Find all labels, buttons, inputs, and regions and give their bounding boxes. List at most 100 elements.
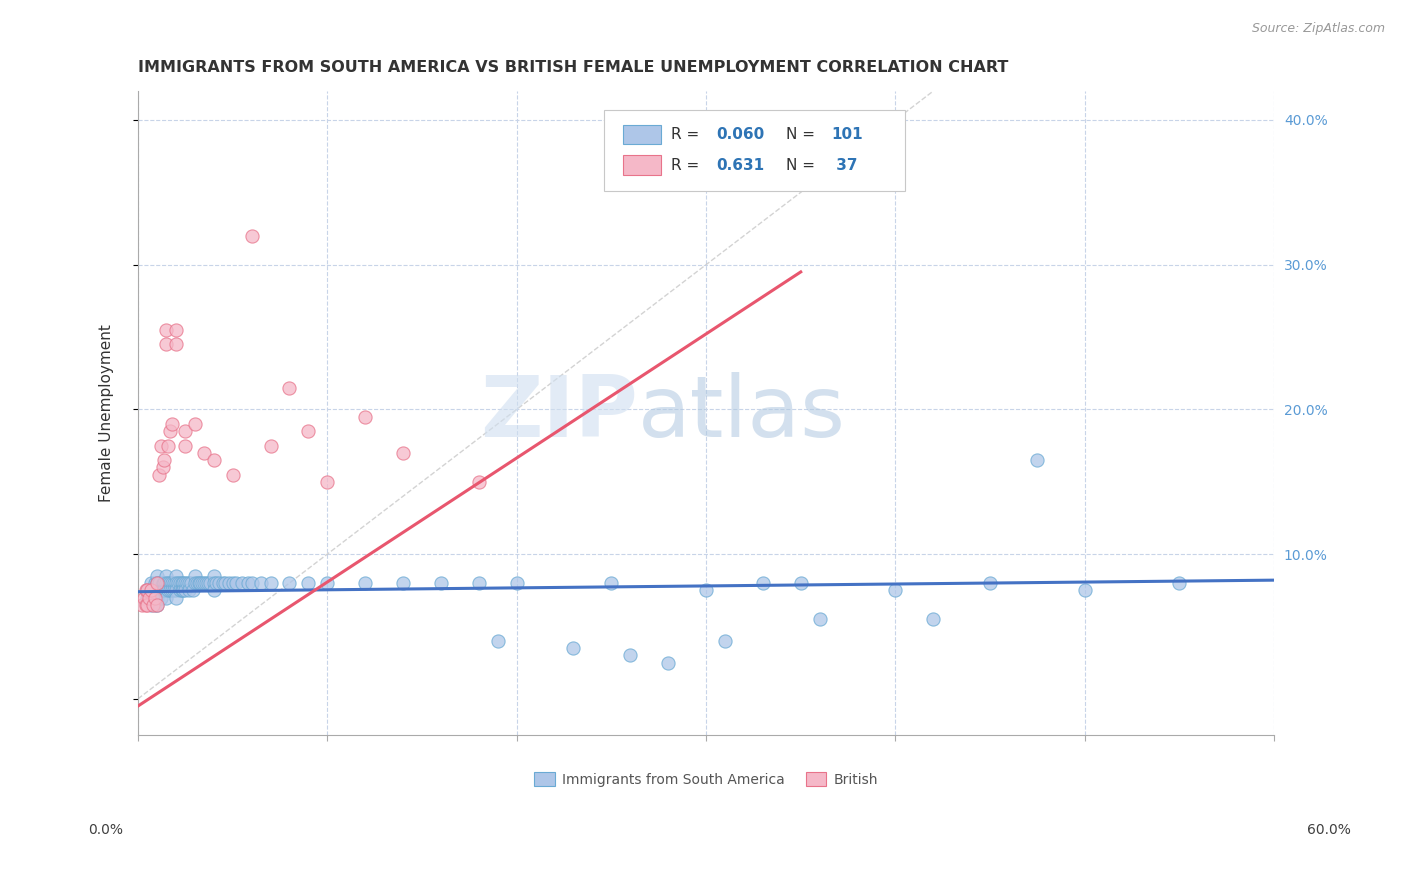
Text: N =: N = (786, 128, 820, 143)
Text: 60.0%: 60.0% (1306, 823, 1351, 837)
Point (354, 409, 377, 424)
Point (297, 424, 319, 438)
Point (148, 467, 170, 482)
Point (208, 576, 231, 591)
Point (170, 583, 193, 598)
Point (752, 576, 775, 591)
Point (142, 583, 165, 598)
Point (142, 591, 165, 605)
Point (142, 598, 165, 612)
Point (202, 453, 225, 467)
Point (153, 453, 176, 467)
Point (174, 576, 197, 591)
Point (157, 576, 180, 591)
Point (176, 576, 198, 591)
Point (180, 576, 202, 591)
Y-axis label: Female Unemployment: Female Unemployment (100, 324, 114, 502)
Point (141, 598, 163, 612)
Point (138, 591, 160, 605)
Point (155, 576, 177, 591)
Point (236, 576, 259, 591)
Text: R =: R = (671, 128, 704, 143)
Point (135, 598, 157, 612)
Point (163, 576, 186, 591)
Point (146, 598, 169, 612)
Point (169, 583, 191, 598)
Point (221, 467, 243, 482)
Legend: Immigrants from South America, British: Immigrants from South America, British (529, 766, 883, 792)
Point (165, 583, 187, 598)
Point (146, 576, 169, 591)
Point (155, 337, 177, 351)
Point (1026, 453, 1049, 467)
Point (505, 576, 527, 591)
Point (193, 446, 215, 460)
Text: IMMIGRANTS FROM SOUTH AMERICA VS BRITISH FEMALE UNEMPLOYMENT CORRELATION CHART: IMMIGRANTS FROM SOUTH AMERICA VS BRITISH… (138, 60, 1008, 75)
Text: 37: 37 (831, 158, 858, 172)
Point (160, 576, 183, 591)
Point (170, 576, 193, 591)
Point (149, 591, 172, 605)
Point (174, 424, 197, 438)
Point (146, 569, 169, 583)
Point (146, 576, 169, 591)
Point (181, 583, 204, 598)
Text: Source: ZipAtlas.com: Source: ZipAtlas.com (1251, 22, 1385, 36)
Point (159, 576, 181, 591)
Point (392, 446, 415, 460)
Point (657, 656, 679, 670)
Point (184, 569, 207, 583)
Point (165, 591, 187, 605)
Point (155, 591, 177, 605)
Point (187, 576, 209, 591)
Point (159, 424, 181, 438)
Point (190, 576, 212, 591)
Point (177, 576, 200, 591)
Point (131, 598, 153, 612)
Point (214, 576, 236, 591)
Point (884, 583, 907, 598)
Point (174, 439, 197, 453)
Point (202, 576, 225, 591)
Point (146, 583, 169, 598)
Point (136, 583, 159, 598)
Point (157, 583, 180, 598)
Point (169, 576, 191, 591)
Point (166, 576, 188, 591)
Point (486, 634, 509, 648)
FancyBboxPatch shape (603, 111, 905, 191)
Point (146, 598, 169, 612)
Point (202, 583, 225, 598)
Point (152, 576, 174, 591)
Text: 0.631: 0.631 (716, 158, 765, 172)
Point (1168, 576, 1191, 591)
Point (160, 583, 183, 598)
Point (278, 576, 301, 591)
Point (165, 323, 187, 337)
Point (163, 583, 186, 598)
Point (204, 576, 226, 591)
Point (146, 591, 169, 605)
Point (186, 576, 208, 591)
Point (152, 460, 174, 475)
Point (979, 576, 1001, 591)
Point (148, 576, 170, 591)
Point (165, 337, 187, 351)
Point (157, 439, 180, 453)
Point (184, 417, 207, 431)
Point (468, 475, 491, 489)
Point (297, 576, 319, 591)
Point (221, 576, 243, 591)
Point (695, 583, 717, 598)
Point (195, 576, 218, 591)
Point (922, 612, 945, 626)
Point (600, 576, 623, 591)
Point (136, 591, 159, 605)
Point (562, 641, 585, 656)
Text: 0.060: 0.060 (716, 128, 765, 143)
Point (143, 598, 166, 612)
Point (141, 576, 163, 591)
Point (143, 576, 166, 591)
Point (392, 576, 415, 591)
FancyBboxPatch shape (623, 155, 661, 175)
